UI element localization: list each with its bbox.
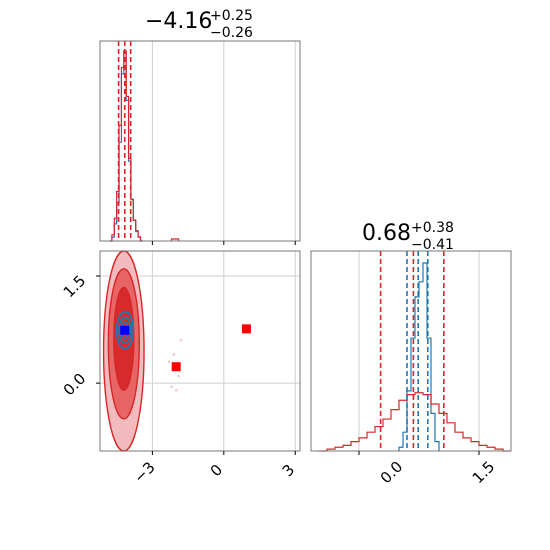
- scatter-point: [167, 360, 171, 364]
- x-tick-label-0: 0: [207, 461, 226, 480]
- joint-plot-area: [96, 250, 301, 455]
- histogram-outlier-bin: [170, 238, 180, 241]
- marker-square-1: [241, 324, 251, 334]
- x-tick-label-3: 3: [279, 461, 298, 480]
- scatter-point: [179, 338, 183, 342]
- marginal-panel-param-1: −4.16 +0.25 −0.26: [99, 8, 301, 245]
- axes-frame: [310, 250, 512, 452]
- title-param-1-value: −4.16: [145, 9, 212, 34]
- scatter-point: [174, 388, 178, 392]
- marker-square-2: [171, 362, 181, 372]
- title-param-2-value: 0.68: [362, 221, 411, 246]
- title-param-2-sub: −0.41: [411, 237, 454, 253]
- x-tick-label-neg3: −3: [130, 458, 158, 486]
- x-tick-label-0.0: 0.0: [377, 458, 407, 488]
- contour-level-4: [118, 316, 132, 345]
- joint-y-tick-labels: 1.5 0.0: [60, 272, 90, 400]
- marginal-panel-param-2: 0.68 +0.38 −0.41 0.0 1.5: [310, 220, 512, 488]
- param-2-x-tick-labels: 0.0 1.5: [377, 458, 499, 488]
- histogram-series-1: [109, 50, 143, 242]
- y-tick-label-1.5: 1.5: [60, 272, 90, 302]
- y-tick-label-0.0: 0.0: [60, 370, 90, 400]
- histogram-series-0: [398, 262, 440, 451]
- title-param-2-sup: +0.38: [411, 220, 454, 236]
- title-param-1-sup: +0.25: [210, 8, 253, 24]
- joint-x-tick-labels: −3 0 3: [130, 458, 298, 486]
- marker-square-0: [120, 325, 130, 335]
- contour-level-3: [115, 310, 135, 350]
- marginal-plot-area-param-1: [99, 40, 301, 245]
- title-param-1-sub: −0.26: [210, 25, 253, 41]
- x-tick-label-1.5: 1.5: [469, 458, 499, 488]
- title-param-1: −4.16: [145, 9, 212, 34]
- joint-panel: 1.5 0.0 −3 0 3: [60, 250, 301, 487]
- histogram-series-1: [319, 392, 511, 452]
- scatter-point: [172, 353, 176, 356]
- axes-frame: [99, 40, 301, 242]
- axes-frame: [99, 250, 301, 452]
- title-param-2: 0.68: [362, 221, 411, 246]
- scatter-point: [170, 385, 173, 389]
- scatter-point: [177, 374, 180, 378]
- marginal-plot-area-param-2: [310, 250, 512, 455]
